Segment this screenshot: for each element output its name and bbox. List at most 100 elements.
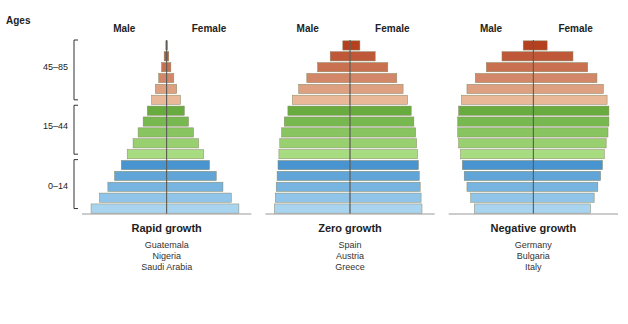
bar	[350, 52, 375, 61]
bar	[467, 182, 533, 191]
bracket-line	[74, 160, 75, 209]
series-header: Female	[192, 23, 227, 34]
bar	[533, 84, 603, 93]
bar	[350, 41, 360, 50]
bar	[143, 117, 167, 126]
bar	[464, 171, 533, 180]
bracket-tick	[74, 159, 78, 160]
bar	[459, 106, 534, 115]
bar	[108, 182, 167, 191]
bar	[533, 204, 590, 213]
bar	[167, 193, 232, 202]
bar	[121, 160, 166, 169]
bar	[533, 41, 547, 50]
age-annotation: 0–14	[48, 181, 68, 191]
series-header: Male	[480, 23, 503, 34]
bar	[533, 150, 604, 159]
bar	[152, 95, 167, 104]
series-header: Female	[375, 23, 410, 34]
panel-subtitle: GermanyBulgariaItaly	[515, 240, 553, 272]
bar	[533, 193, 594, 202]
chart-container: MaleFemaleRapid growthGuatemalaNigeriaSa…	[0, 0, 628, 324]
bar	[278, 160, 350, 169]
bar	[167, 84, 177, 93]
x-axis-line	[82, 214, 251, 215]
bracket-tick	[74, 208, 78, 209]
series-header: Female	[558, 23, 593, 34]
bar	[350, 95, 408, 104]
bar	[350, 117, 414, 126]
bar	[167, 150, 204, 159]
bar	[167, 73, 174, 82]
subtitle-line: Bulgaria	[517, 251, 550, 261]
bar	[280, 139, 350, 148]
bar	[167, 204, 239, 213]
bar	[275, 193, 350, 202]
grid-line	[350, 40, 351, 214]
pyramid-panel: Male Female Negative growth GermanyBulgaria…	[449, 23, 618, 272]
bar	[533, 106, 609, 115]
bar	[318, 63, 350, 72]
bar	[461, 95, 533, 104]
bar	[350, 139, 417, 148]
pyramid-panel: MaleFemaleRapid growthGuatemalaNigeriaSa…	[6, 15, 251, 272]
subtitle-line: Guatemala	[145, 240, 189, 250]
age-annotation: 45–85	[43, 62, 68, 72]
bar	[133, 139, 167, 148]
bar	[167, 171, 217, 180]
bar	[533, 63, 587, 72]
bar	[350, 84, 403, 93]
bar	[459, 139, 534, 148]
bar	[533, 160, 602, 169]
bar	[350, 182, 420, 191]
bar	[461, 150, 534, 159]
bar	[138, 128, 167, 137]
bar	[299, 84, 350, 93]
y-label: Ages	[6, 15, 31, 26]
grid-line	[166, 40, 167, 214]
bar	[167, 106, 185, 115]
pyramid-panel: MaleFemaleZero growthSpainAustriaGreece	[265, 23, 434, 272]
subtitle-line: Austria	[336, 251, 364, 261]
bar	[533, 117, 609, 126]
bar	[167, 63, 171, 72]
bar	[307, 73, 350, 82]
subtitle-line: Italy	[525, 262, 542, 272]
bar	[458, 128, 534, 137]
bracket-tick	[74, 40, 78, 41]
series-header: Male	[113, 23, 136, 34]
x-axis-line	[449, 214, 618, 215]
bar	[115, 171, 167, 180]
bar	[147, 106, 166, 115]
bar	[533, 128, 608, 137]
bar	[282, 128, 350, 137]
bracket	[74, 105, 78, 154]
bar	[350, 204, 422, 213]
age-annotation: 15–44	[43, 121, 68, 131]
bar	[279, 150, 350, 159]
bar	[350, 63, 388, 72]
bar	[471, 193, 534, 202]
x-axis-line	[265, 214, 434, 215]
bars	[458, 41, 609, 213]
panel-title: Rapid growth	[132, 222, 203, 234]
panel-subtitle: SpainAustriaGreece	[335, 240, 365, 272]
bracket-line	[74, 40, 75, 100]
bar	[533, 171, 600, 180]
bar	[167, 160, 210, 169]
bar	[350, 193, 421, 202]
bar	[288, 106, 350, 115]
bar	[475, 73, 533, 82]
bar	[91, 204, 167, 213]
bar	[502, 52, 533, 61]
bar	[523, 41, 533, 50]
bar	[167, 182, 223, 191]
bar	[533, 95, 607, 104]
bar	[486, 63, 533, 72]
bracket-tick	[74, 105, 78, 106]
bracket-tick	[74, 154, 78, 155]
panel-title: Negative growth	[491, 222, 577, 234]
series-header: Male	[297, 23, 320, 34]
bar	[350, 160, 418, 169]
subtitle-line: Germany	[515, 240, 553, 250]
